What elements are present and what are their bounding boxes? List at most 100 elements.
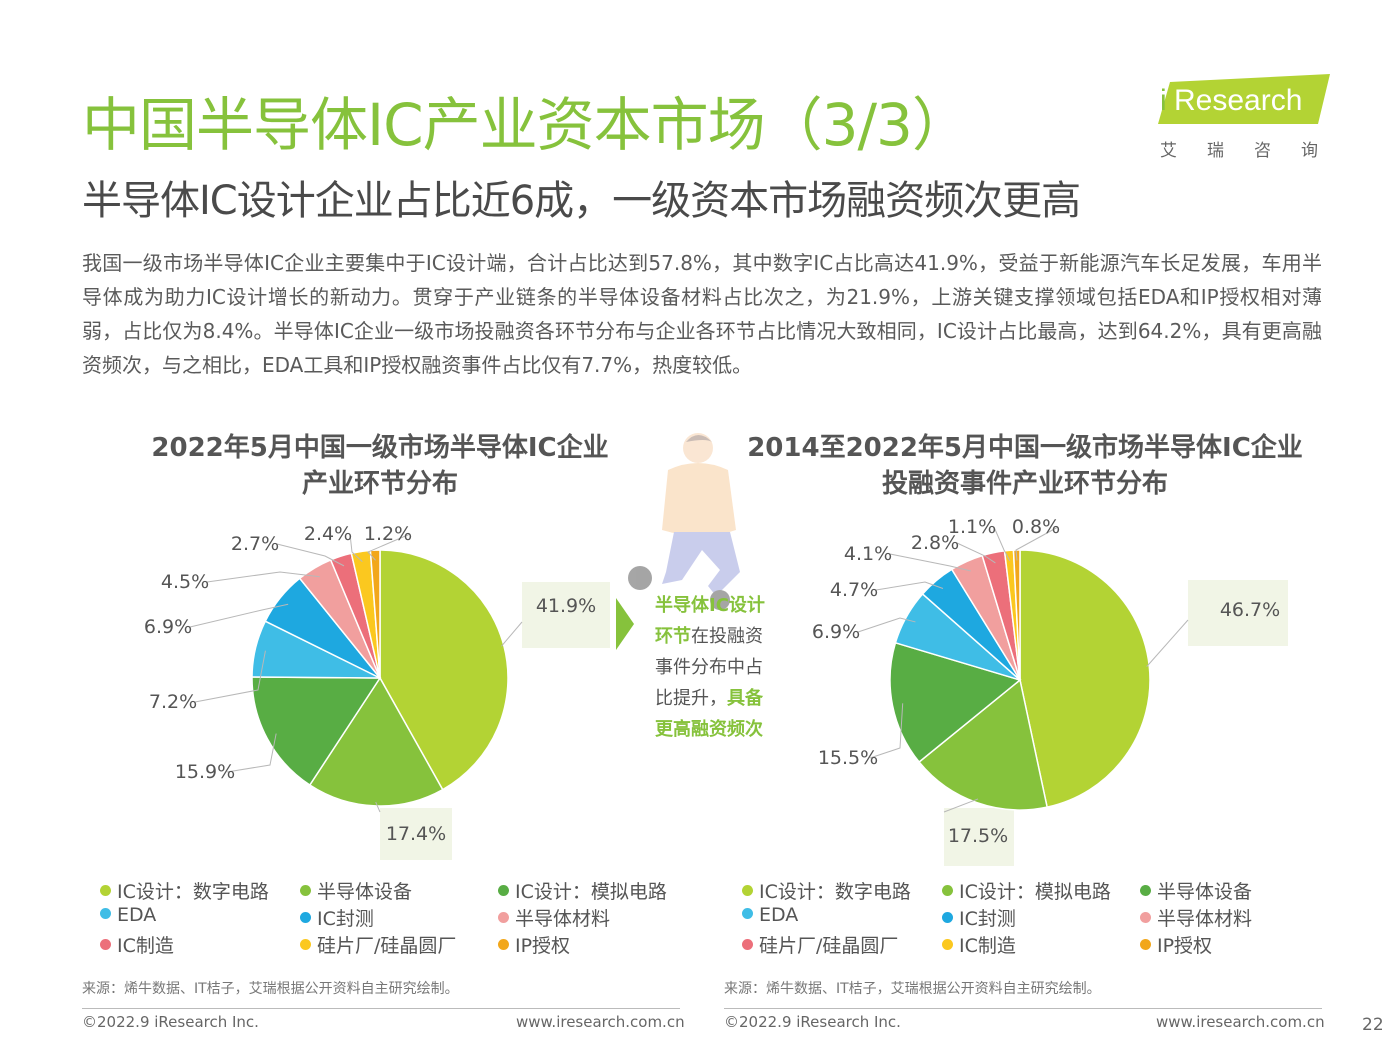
legend-item: EDA bbox=[742, 904, 798, 926]
leader-line bbox=[943, 798, 979, 813]
side-note-text: 在投融资事件分布中占比提升， bbox=[655, 626, 763, 709]
leader-line bbox=[375, 801, 381, 813]
footer-divider-left bbox=[82, 1008, 680, 1009]
right-chart-title-line2: 投融资事件产业环节分布 bbox=[881, 469, 1168, 499]
legend-label: 半导体设备 bbox=[1157, 881, 1253, 903]
page-title: 中国半导体IC产业资本市场（3/3） bbox=[82, 91, 970, 159]
legend-swatch bbox=[942, 885, 953, 896]
slice-label: 1.2% bbox=[364, 523, 412, 545]
right-source-note: 来源：烯牛数据、IT桔子，艾瑞根据公开资料自主研究绘制。 bbox=[724, 981, 1101, 997]
legend-label: IP授权 bbox=[515, 935, 571, 957]
logo-shape-icon bbox=[1158, 74, 1330, 124]
legend-item: 半导体材料 bbox=[498, 904, 610, 931]
legend-swatch bbox=[100, 908, 111, 919]
legend-swatch bbox=[942, 939, 953, 950]
leader-line bbox=[500, 621, 523, 647]
leader-line bbox=[226, 733, 277, 773]
legend-item: IC封测 bbox=[300, 904, 374, 931]
iresearch-logo: i Research 艾瑞咨询 bbox=[1158, 74, 1333, 164]
legend-label: IC制造 bbox=[959, 935, 1016, 957]
legend-label: IC设计：模拟电路 bbox=[515, 881, 667, 903]
legend-swatch bbox=[1140, 885, 1151, 896]
slice-label: 15.5% bbox=[818, 747, 878, 769]
legend-label: EDA bbox=[759, 904, 799, 926]
legend-swatch bbox=[498, 912, 509, 923]
legend-label: IP授权 bbox=[1157, 935, 1213, 957]
legend-swatch bbox=[1140, 939, 1151, 950]
legend-swatch bbox=[742, 885, 753, 896]
legend-label: IC设计：数字电路 bbox=[117, 881, 269, 903]
arrow-right-icon bbox=[616, 598, 634, 650]
leader-line bbox=[889, 553, 971, 572]
leader-line bbox=[956, 542, 996, 564]
legend-item: 硅片厂/硅晶圆厂 bbox=[300, 931, 456, 958]
intro-paragraph: 我国一级市场半导体IC企业主要集中于IC设计端，合计占比达到57.8%，其中数字… bbox=[82, 251, 1322, 377]
legend-item: IC制造 bbox=[100, 931, 174, 958]
left-source-note: 来源：烯牛数据、IT桔子，艾瑞根据公开资料自主研究绘制。 bbox=[82, 981, 459, 997]
slice-label: 1.1% bbox=[948, 516, 996, 538]
leader-line bbox=[349, 533, 363, 562]
slice-label: 2.8% bbox=[911, 532, 959, 554]
callout-box-1-1 bbox=[944, 808, 1014, 866]
slice-label: 2.7% bbox=[231, 533, 279, 555]
pie-slice bbox=[889, 641, 1022, 764]
footer-copyright-right: ©2022.9 iResearch Inc. bbox=[724, 1013, 901, 1031]
legend-swatch bbox=[300, 912, 311, 923]
left-chart-title: 2022年5月中国一级市场半导体IC企业 产业环节分布 bbox=[110, 430, 650, 502]
side-note: 半导体IC设计环节在投融资事件分布中占比提升，具备更高融资频次 bbox=[655, 590, 765, 745]
leader-line bbox=[869, 703, 904, 759]
leader-line bbox=[206, 571, 320, 583]
running-person-illustration bbox=[628, 433, 740, 610]
legend-label: IC设计：数字电路 bbox=[759, 881, 911, 903]
slice-label: 6.9% bbox=[144, 616, 192, 638]
logo-text: Research bbox=[1174, 84, 1303, 117]
legend-swatch bbox=[742, 908, 753, 919]
legend-swatch bbox=[742, 939, 753, 950]
leader-line bbox=[189, 603, 289, 628]
side-note-highlight-2: 具备更高融资频次 bbox=[655, 688, 763, 740]
legend-item: IC封测 bbox=[942, 904, 1016, 931]
leader-line bbox=[875, 581, 944, 591]
legend-label: EDA bbox=[117, 904, 157, 926]
legend-swatch bbox=[498, 885, 509, 896]
leader-line bbox=[1146, 619, 1189, 667]
pie-slice bbox=[251, 676, 382, 787]
legend-item: IP授权 bbox=[498, 931, 570, 958]
legend-label: IC封测 bbox=[317, 908, 374, 930]
legend-label: 半导体材料 bbox=[1157, 908, 1253, 930]
legend-swatch bbox=[1140, 912, 1151, 923]
slice-label: 4.7% bbox=[830, 579, 878, 601]
slice-label: 2.4% bbox=[304, 523, 352, 545]
leader-line bbox=[276, 543, 345, 567]
callout-box-1-0 bbox=[1188, 580, 1288, 646]
legend-item: 半导体材料 bbox=[1140, 904, 1252, 931]
legend-item: IC设计：数字电路 bbox=[742, 877, 911, 904]
legend-item: 硅片厂/硅晶圆厂 bbox=[742, 931, 898, 958]
pie-slice bbox=[379, 549, 509, 791]
footer-url-right: www.iresearch.com.cn bbox=[1156, 1013, 1325, 1031]
legend-swatch bbox=[942, 912, 953, 923]
left-chart-title-line2: 产业环节分布 bbox=[301, 469, 458, 499]
legend-swatch bbox=[100, 885, 111, 896]
pie-slice bbox=[1019, 549, 1151, 809]
slice-label: 7.2% bbox=[149, 691, 197, 713]
right-chart-title-line1: 2014至2022年5月中国一级市场半导体IC企业 bbox=[747, 433, 1303, 463]
legend-item: EDA bbox=[100, 904, 156, 926]
legend-item: IC设计：模拟电路 bbox=[498, 877, 667, 904]
leader-line bbox=[857, 617, 916, 633]
legend-swatch bbox=[300, 885, 311, 896]
slice-label: 17.4% bbox=[386, 823, 446, 845]
pie-slice bbox=[308, 676, 444, 807]
slice-label: 41.9% bbox=[536, 595, 596, 617]
right-chart-title: 2014至2022年5月中国一级市场半导体IC企业 投融资事件产业环节分布 bbox=[720, 430, 1330, 502]
footer-divider-right bbox=[724, 1008, 1322, 1009]
slice-label: 15.9% bbox=[175, 761, 235, 783]
logo-i: i bbox=[1160, 84, 1167, 117]
pie-slice bbox=[369, 549, 381, 679]
slice-label: 6.9% bbox=[812, 621, 860, 643]
legend-label: IC封测 bbox=[959, 908, 1016, 930]
legend-swatch bbox=[100, 939, 111, 950]
page-subtitle: 半导体IC设计企业占比近6成，一级资本市场融资频次更高 bbox=[82, 178, 1081, 224]
footer-url-left: www.iresearch.com.cn bbox=[516, 1013, 685, 1031]
